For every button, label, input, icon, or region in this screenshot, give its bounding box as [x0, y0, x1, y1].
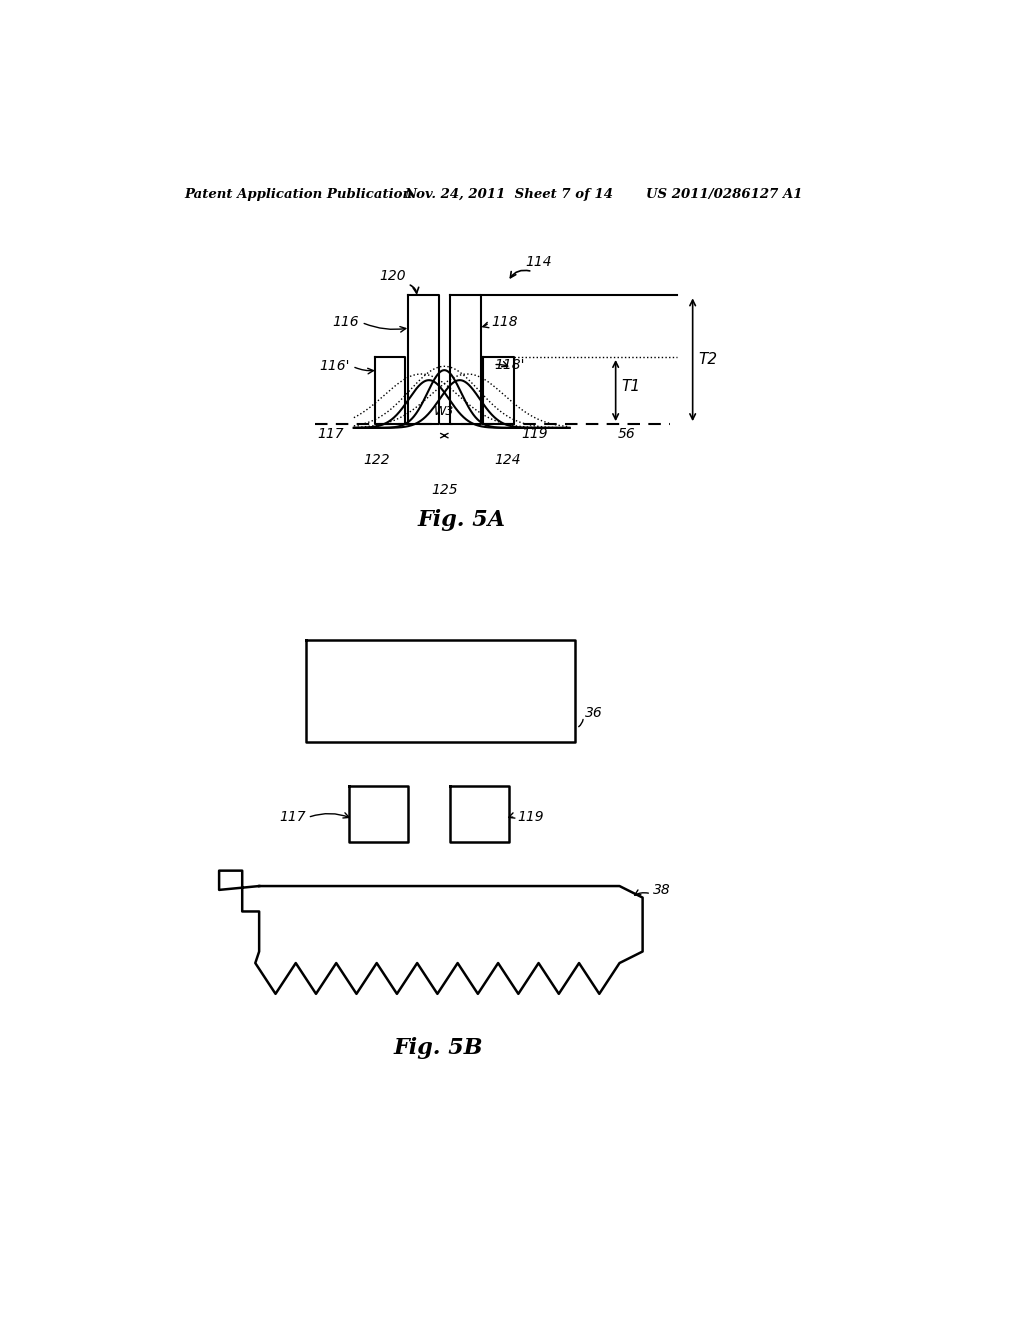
Text: 56: 56	[617, 428, 636, 441]
Text: 116: 116	[333, 315, 359, 330]
Text: 38: 38	[652, 883, 671, 896]
Text: 124: 124	[495, 453, 521, 467]
Text: 119: 119	[521, 428, 548, 441]
Text: 125: 125	[431, 483, 458, 496]
Text: 117: 117	[317, 428, 344, 441]
Text: Nov. 24, 2011  Sheet 7 of 14: Nov. 24, 2011 Sheet 7 of 14	[403, 187, 613, 201]
Text: T2: T2	[698, 352, 718, 367]
Text: 122: 122	[364, 453, 390, 467]
Text: 119: 119	[517, 809, 544, 824]
Text: 116': 116'	[319, 359, 350, 374]
Text: US 2011/0286127 A1: US 2011/0286127 A1	[646, 187, 803, 201]
Text: Fig. 5A: Fig. 5A	[418, 510, 506, 532]
Text: Fig. 5B: Fig. 5B	[394, 1036, 483, 1059]
Text: 117: 117	[280, 809, 306, 824]
Text: T1: T1	[621, 379, 640, 395]
Text: Patent Application Publication: Patent Application Publication	[184, 187, 413, 201]
Text: 114: 114	[525, 255, 552, 269]
Text: 118: 118	[490, 315, 517, 330]
Text: 120: 120	[379, 269, 406, 284]
Text: W3: W3	[434, 405, 455, 418]
Text: 36: 36	[585, 706, 602, 719]
Text: 118': 118'	[495, 358, 525, 372]
